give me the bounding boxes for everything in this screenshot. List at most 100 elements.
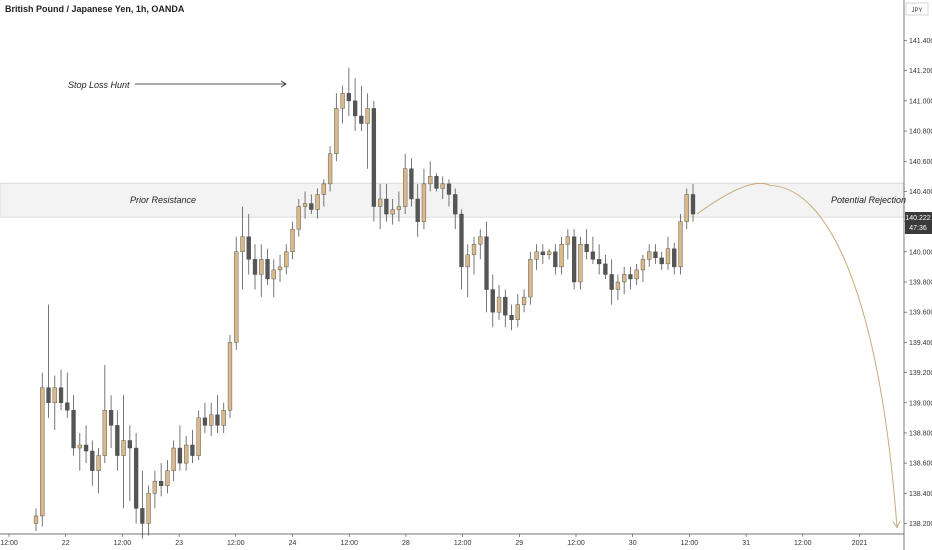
candle-bearish	[628, 274, 633, 280]
x-tick-label: 12:00	[567, 540, 585, 547]
candle-bullish	[528, 259, 533, 298]
candle-bearish	[346, 93, 351, 102]
candle-bearish	[177, 447, 183, 464]
candle-bullish	[259, 259, 264, 275]
candle-bearish	[202, 417, 208, 426]
candle-bullish	[284, 251, 289, 268]
candle-bullish	[240, 236, 245, 253]
candle-bullish	[77, 444, 82, 449]
candle-bearish	[590, 251, 596, 260]
candle-bearish	[190, 444, 195, 456]
candle-bullish	[315, 194, 320, 210]
x-tick-label: 28	[402, 540, 410, 547]
projection-curve	[696, 182, 898, 528]
candle-bullish	[515, 304, 520, 320]
candle-bullish	[622, 274, 627, 283]
candle-bearish	[490, 289, 495, 313]
y-tick-label: 139.800	[909, 280, 932, 287]
candle-bearish	[609, 274, 614, 290]
candle-bullish	[403, 168, 408, 207]
candle-bullish	[428, 176, 433, 185]
candle-bearish	[672, 248, 677, 268]
candle-bearish	[90, 450, 95, 471]
x-tick-label: 12:00	[0, 540, 18, 547]
candle-bearish	[83, 444, 89, 452]
x-tick-label: 12:00	[681, 540, 699, 547]
y-tick-label: 139.200	[909, 370, 932, 377]
candle-bullish	[378, 198, 383, 207]
currency-badge[interactable]	[905, 2, 929, 16]
candle-bullish	[565, 236, 570, 245]
x-tick-label: 29	[515, 540, 523, 547]
candle-bearish	[309, 203, 314, 210]
prior-resistance-label: Prior Resistance	[130, 195, 196, 205]
candle-bullish	[302, 203, 308, 207]
candle-bearish	[446, 183, 452, 195]
x-tick-label: 12:00	[454, 540, 472, 547]
candle-bearish	[484, 236, 489, 290]
x-tick-label: 23	[175, 540, 183, 547]
candle-bearish	[384, 198, 389, 215]
y-tick-label: 139.600	[909, 310, 932, 317]
y-tick-label: 138.400	[909, 491, 932, 498]
y-tick-label: 138.600	[909, 461, 932, 468]
bar-countdown: 47:36	[909, 225, 927, 232]
candle-bearish	[434, 176, 439, 189]
x-tick-label: 12:00	[340, 540, 358, 547]
current-price-badge	[905, 212, 932, 234]
candle-bearish	[571, 236, 577, 283]
candle-bearish	[453, 194, 458, 215]
candle-bearish	[509, 315, 514, 320]
candle-bullish	[534, 251, 539, 260]
candle-bearish	[653, 251, 658, 259]
candle-bullish	[277, 266, 283, 271]
candle-bearish	[265, 259, 270, 280]
candle-bullish	[184, 444, 189, 464]
candle-bullish	[33, 515, 39, 524]
candle-bullish	[640, 259, 646, 271]
candle-bullish	[578, 244, 583, 283]
candle-bearish	[603, 263, 608, 275]
candle-bullish	[365, 108, 370, 124]
candle-bullish	[546, 251, 552, 256]
x-tick-label: 31	[742, 540, 750, 547]
candle-bearish	[597, 259, 602, 265]
candle-bullish	[209, 414, 214, 426]
chart-title: British Pound / Japanese Yen, 1h, OANDA	[5, 4, 185, 14]
candle-bullish	[440, 183, 445, 189]
candle-bearish	[71, 410, 76, 449]
currency-label: JPY	[911, 8, 922, 14]
candle-bearish	[133, 447, 139, 509]
y-tick-label: 140.600	[909, 159, 932, 166]
candle-bullish	[340, 93, 345, 109]
y-tick-label: 139.000	[909, 400, 932, 407]
current-price-value: 140.222	[905, 215, 930, 222]
candle-bullish	[478, 236, 483, 245]
potential-rejection-label: Potential Rejection	[831, 195, 906, 205]
projection-arrowhead-icon	[892, 521, 901, 529]
candle-bullish	[615, 281, 621, 290]
candle-bullish	[296, 206, 301, 230]
candle-bullish	[665, 248, 671, 265]
stop-loss-annotation: Stop Loss Hunt	[68, 80, 130, 90]
candle-bearish	[503, 296, 508, 316]
candle-bearish	[159, 481, 164, 486]
candle-bearish	[553, 251, 558, 268]
candle-bearish	[584, 244, 589, 253]
candle-bullish	[471, 244, 477, 256]
candle-bullish	[96, 455, 101, 471]
y-tick-label: 141.200	[909, 68, 932, 75]
candle-bullish	[327, 153, 333, 185]
candle-bullish	[465, 254, 470, 268]
candle-bullish	[321, 183, 326, 195]
candle-bearish	[58, 387, 64, 403]
x-tick-label: 12:00	[227, 540, 245, 547]
x-tick-label: 30	[629, 540, 637, 547]
candle-bearish	[252, 259, 258, 275]
y-tick-label: 138.800	[909, 430, 932, 437]
candle-bullish	[678, 221, 683, 268]
candle-bearish	[246, 236, 251, 260]
arrowhead-icon	[280, 80, 287, 88]
